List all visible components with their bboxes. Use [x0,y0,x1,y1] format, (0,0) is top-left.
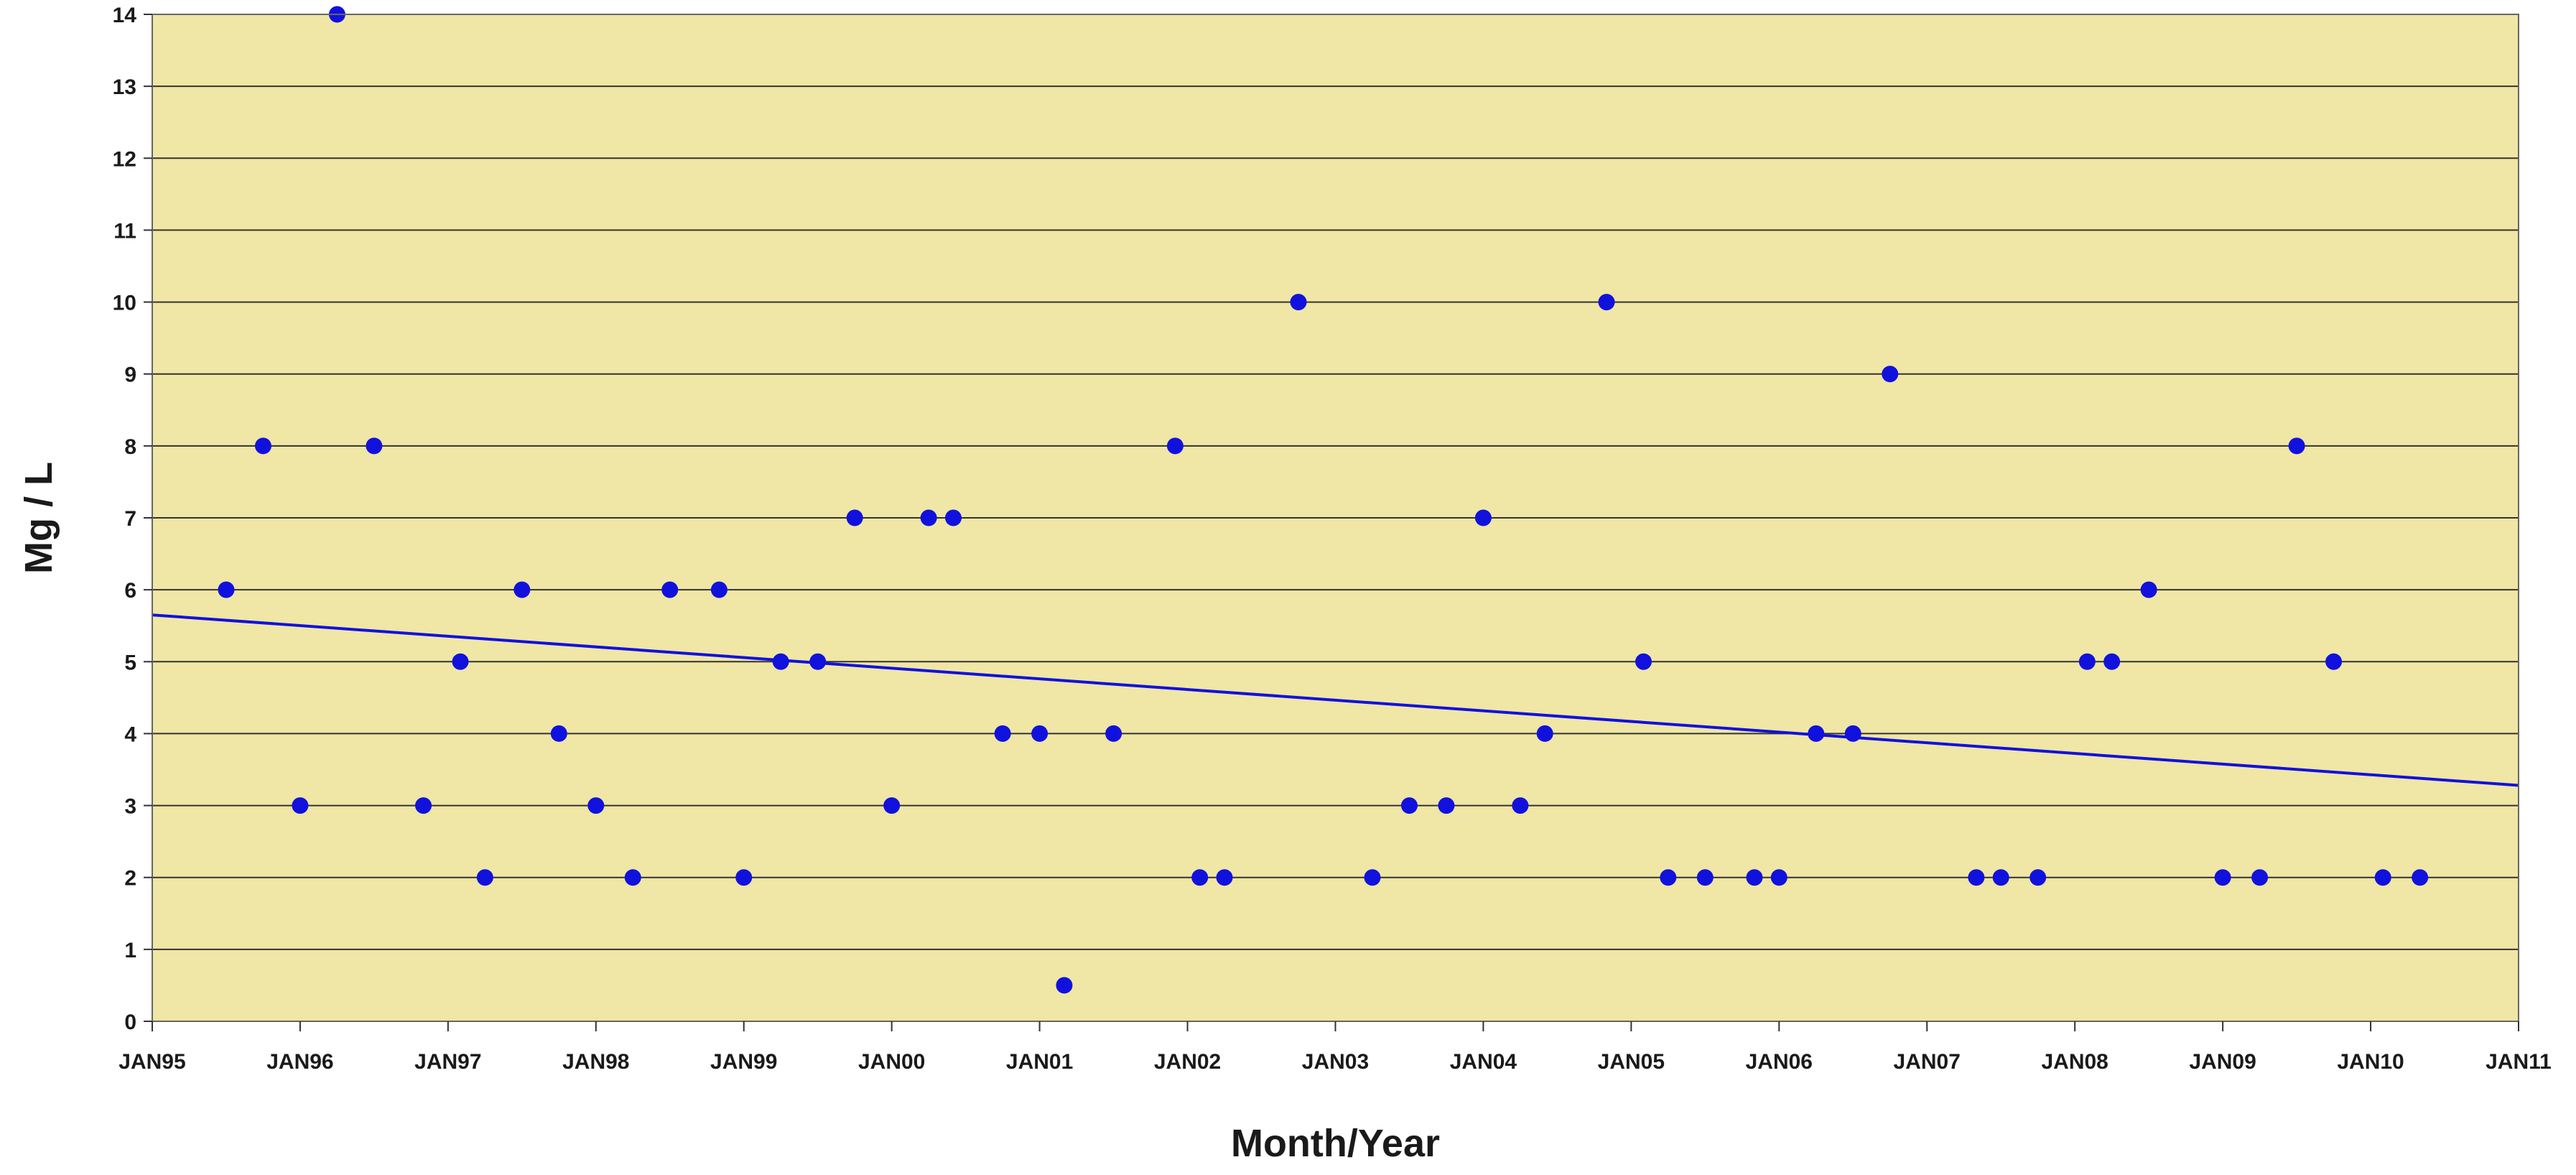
data-point [1808,725,1825,742]
y-tick-label: 8 [124,435,136,459]
x-tick-label: JAN01 [1006,1050,1073,1074]
x-tick-label: JAN04 [1450,1050,1517,1074]
data-point [2029,869,2047,886]
y-tick-label: 4 [124,723,136,746]
data-point [476,869,493,886]
data-point [1770,869,1787,886]
data-point [1746,869,1763,886]
x-axis-ticks: JAN95 JAN96 JAN97 JAN98 JAN99 JAN00 JAN01 JAN02… [118,1021,2552,1074]
data-point [1696,869,1714,886]
data-point [2078,653,2096,670]
data-point [1536,725,1553,742]
data-point [809,653,827,670]
data-point [1968,869,1985,886]
data-point [1474,509,1492,526]
y-tick-label: 5 [124,651,136,674]
y-tick-label: 13 [113,75,136,99]
data-point [624,869,641,886]
y-tick-label: 1 [124,939,136,962]
x-tick-label: JAN07 [1894,1050,1961,1074]
y-tick-label: 10 [113,292,136,315]
data-point [1512,797,1529,814]
data-point [1191,869,1209,886]
x-tick-label: JAN10 [2337,1050,2404,1074]
x-tick-label: JAN00 [858,1050,925,1074]
y-axis-title: Mg / L [17,462,60,574]
data-point [1400,797,1418,814]
data-point [1105,725,1122,742]
data-point [415,797,432,814]
data-points [218,6,2429,994]
data-point [1844,725,1861,742]
data-point [1438,797,1455,814]
data-point [2412,869,2429,886]
data-point [1031,725,1048,742]
y-tick-label: 3 [124,795,136,819]
x-tick-label: JAN96 [266,1050,333,1074]
data-point [2251,869,2269,886]
y-tick-label: 7 [124,507,136,531]
data-point [2374,869,2391,886]
x-tick-label: JAN11 [2486,1050,2552,1074]
x-tick-label: JAN09 [2189,1050,2256,1074]
x-tick-label: JAN97 [414,1050,481,1074]
data-point [254,437,271,455]
y-tick-label: 0 [124,1011,136,1034]
data-point [2288,437,2305,455]
data-point [1882,366,1899,383]
data-point [1635,653,1652,670]
data-point [846,509,863,526]
x-tick-label: JAN02 [1154,1050,1221,1074]
data-point [1216,869,1233,886]
data-point [1166,437,1184,455]
y-tick-label: 2 [124,867,136,891]
data-point [920,509,937,526]
x-tick-label: JAN08 [2041,1050,2108,1074]
data-point [772,653,789,670]
y-tick-label: 14 [113,4,137,27]
data-point [1598,294,1615,311]
trendline-layer [152,613,2519,787]
data-point [883,797,901,814]
y-tick-label: 11 [113,219,136,243]
x-tick-label: JAN98 [562,1050,629,1074]
trendline [152,613,2519,787]
data-point [513,581,531,598]
data-point [944,509,962,526]
data-point [366,437,383,455]
x-tick-label: JAN99 [710,1050,777,1074]
data-point [994,725,1011,742]
x-tick-label: JAN05 [1598,1050,1665,1074]
data-point [218,581,235,598]
data-point [452,653,469,670]
data-point [2140,581,2157,598]
y-tick-label: 6 [124,579,136,603]
y-tick-label: 12 [113,147,136,171]
y-tick-label: 9 [124,363,136,387]
data-point [2325,653,2343,670]
data-point [292,797,309,814]
data-point [1992,869,2009,886]
x-axis-title: Month/Year [1231,1122,1440,1165]
data-point [710,581,727,598]
data-point [735,869,753,886]
data-point [661,581,679,598]
data-point [2103,653,2121,670]
data-point [587,797,605,814]
data-point [1660,869,1677,886]
data-point [1290,294,1307,311]
data-point [1056,977,1073,994]
x-tick-label: JAN95 [118,1050,185,1074]
data-point [1364,869,1381,886]
x-tick-label: JAN03 [1302,1050,1369,1074]
data-point [550,725,567,742]
data-point [2214,869,2231,886]
x-tick-label: JAN06 [1746,1050,1813,1074]
